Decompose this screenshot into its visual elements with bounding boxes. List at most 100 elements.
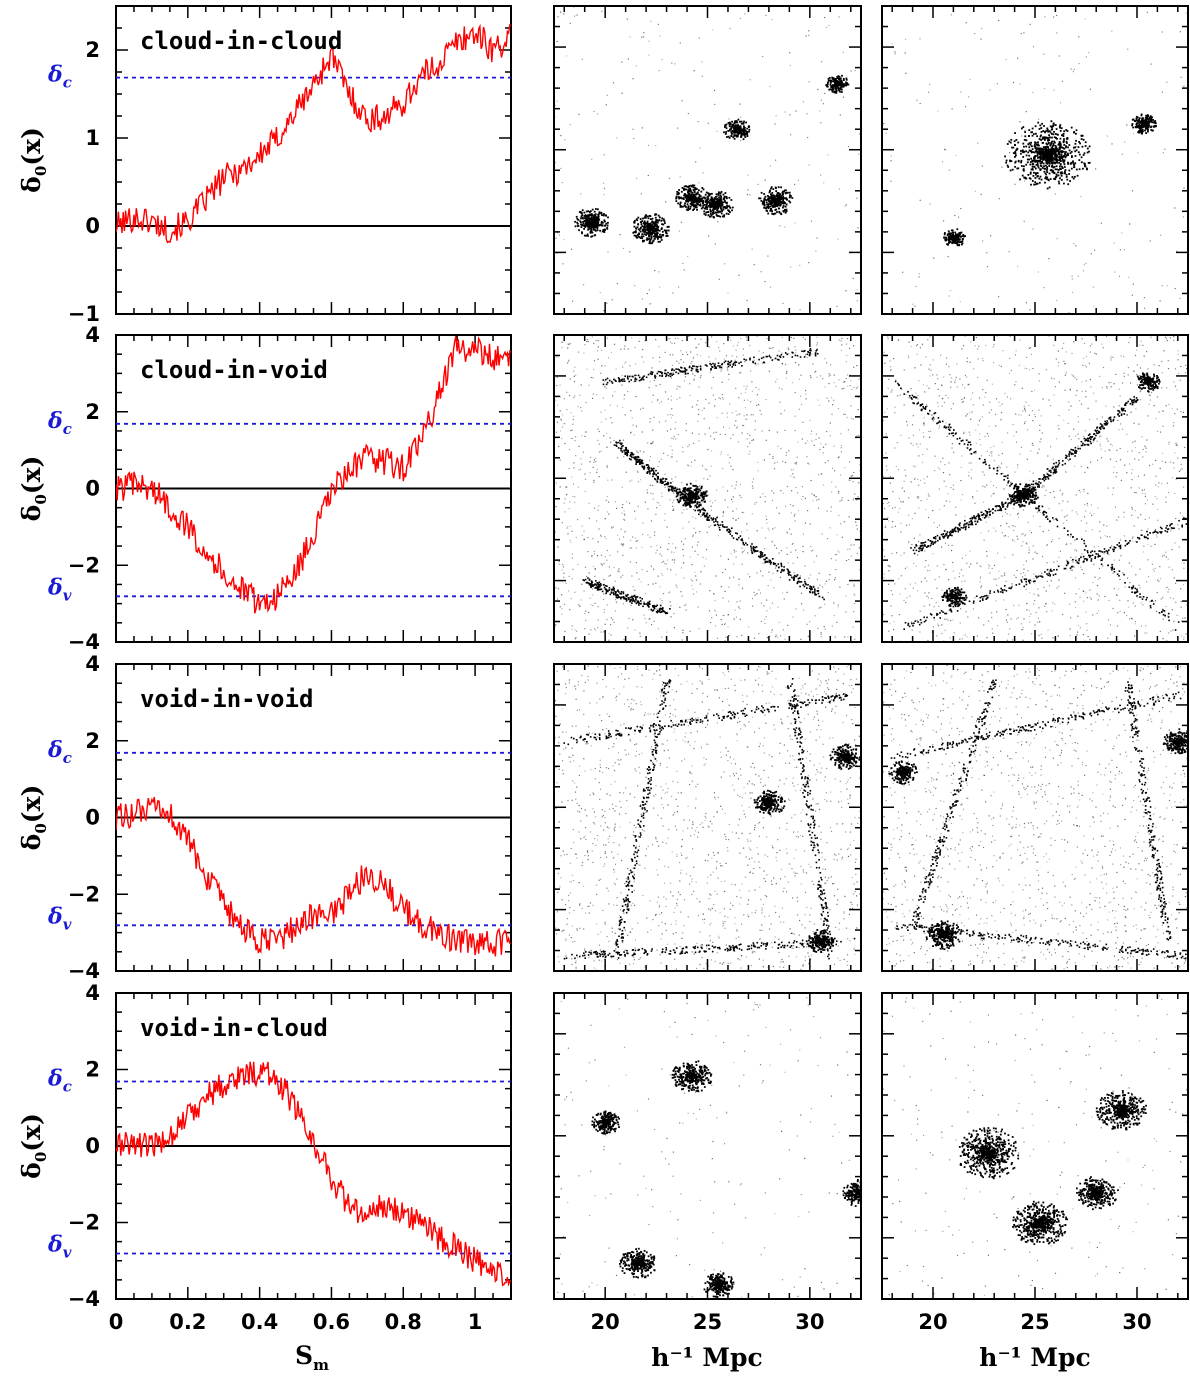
halo-particle [1045, 173, 1048, 176]
halo-particle [1148, 120, 1151, 123]
halo-particle [835, 84, 838, 87]
halo-particle [687, 205, 690, 208]
halo-particle [577, 225, 580, 227]
particle [974, 33, 976, 35]
halo-particle [746, 133, 749, 136]
halo-particle [1034, 125, 1037, 128]
particle [1131, 294, 1133, 296]
halo-particle [604, 220, 606, 223]
halo-particle [705, 203, 708, 206]
halo-particle [1031, 160, 1034, 162]
halo-particle [1061, 158, 1064, 161]
halo-particle [1035, 142, 1037, 144]
halo-particle [1067, 161, 1069, 164]
halo-particle [943, 233, 946, 236]
halo-particle [587, 217, 590, 220]
particle [739, 103, 741, 105]
halo-particle [592, 222, 595, 224]
halo-particle [1067, 154, 1069, 156]
halo-particle [1046, 166, 1048, 168]
halo-particle [1084, 165, 1087, 168]
halo-particle [643, 239, 645, 242]
halo-particle [771, 196, 774, 199]
halo-particle [1065, 140, 1068, 143]
halo-particle [1050, 128, 1053, 131]
halo-particle [1050, 141, 1053, 144]
halo-particle [1053, 151, 1056, 153]
halo-particle [651, 226, 654, 229]
halo-particle [703, 210, 706, 213]
halo-particle [1152, 129, 1154, 132]
particle [1043, 287, 1045, 289]
halo-particle [704, 207, 707, 210]
halo-particle [652, 239, 655, 242]
halo-particle [1049, 125, 1052, 128]
halo-particle [767, 204, 770, 207]
halo-particle [1028, 142, 1031, 145]
particle [808, 262, 810, 264]
particle [1092, 286, 1094, 288]
halo-particle [601, 230, 604, 233]
halo-particle [662, 223, 665, 226]
halo-particle [1061, 157, 1064, 160]
halo-particle [962, 234, 965, 237]
halo-particle [587, 224, 590, 226]
halo-particle [603, 229, 605, 232]
halo-particle [780, 186, 782, 189]
halo-particle [1064, 172, 1066, 174]
halo-particle [1031, 134, 1034, 137]
halo-particle [1065, 145, 1067, 147]
particle [724, 263, 726, 265]
halo-particle [705, 211, 708, 214]
halo-particle [1060, 156, 1063, 159]
halo-particle [778, 203, 780, 206]
halo-particle [652, 235, 655, 238]
particle [558, 234, 561, 236]
halo-particle [649, 242, 652, 245]
halo-particle [836, 81, 839, 83]
halo-particle [768, 196, 770, 198]
particle [683, 269, 685, 271]
halo-particle [777, 192, 780, 194]
halo-particle [679, 203, 681, 206]
y-tick-label: 1 [85, 126, 100, 150]
particle [1024, 180, 1026, 182]
halo-particle [776, 204, 779, 207]
halo-particle [845, 81, 848, 84]
halo-particle [587, 215, 589, 217]
particle [838, 16, 840, 18]
halo-particle [1040, 131, 1043, 133]
halo-particle [675, 200, 678, 202]
particle [699, 355, 701, 357]
halo-particle [833, 80, 836, 83]
halo-particle [576, 221, 579, 224]
particle [556, 40, 558, 43]
particle [641, 36, 643, 38]
halo-particle [704, 201, 707, 203]
halo-particle [1039, 156, 1042, 159]
particle [694, 571, 696, 573]
halo-particle [1056, 150, 1058, 153]
halo-particle [586, 233, 589, 236]
halo-particle [720, 202, 723, 205]
halo-particle [1056, 161, 1059, 164]
halo-particle [733, 137, 736, 140]
halo-particle [1048, 186, 1051, 189]
particle [670, 395, 672, 397]
halo-particle [686, 185, 689, 188]
halo-particle [679, 201, 682, 204]
particle [1056, 32, 1058, 34]
halo-particle [1021, 149, 1024, 152]
halo-particle [728, 210, 730, 213]
halo-particle [696, 208, 698, 211]
halo-particle [1048, 130, 1051, 133]
halo-particle [685, 206, 687, 208]
halo-particle [1150, 116, 1153, 119]
halo-particle [784, 205, 787, 208]
halo-particle [718, 205, 721, 208]
particle [798, 364, 800, 366]
halo-particle [1139, 121, 1141, 123]
halo-particle [1051, 126, 1053, 129]
halo-particle [1026, 158, 1029, 161]
halo-particle [632, 231, 635, 234]
